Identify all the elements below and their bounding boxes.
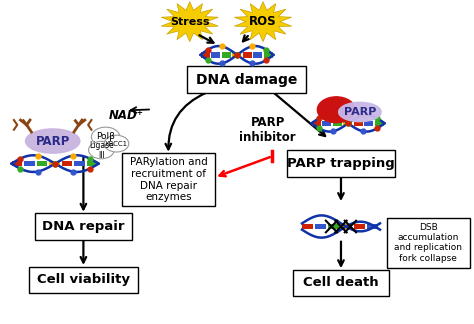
Text: DSB
accumulation
and replication
fork collapse: DSB accumulation and replication fork co… [394, 223, 463, 263]
Text: PARP trapping: PARP trapping [287, 157, 395, 170]
Bar [375, 121, 383, 126]
Bar [343, 121, 352, 126]
Text: Polβ: Polβ [96, 132, 115, 141]
Text: NAD⁺: NAD⁺ [109, 109, 144, 122]
Bar [328, 225, 339, 229]
FancyBboxPatch shape [387, 218, 470, 268]
Text: PARP: PARP [344, 107, 376, 117]
Text: DNA repair: DNA repair [42, 220, 125, 233]
Ellipse shape [338, 102, 381, 122]
Text: Ligase
III: Ligase III [89, 141, 114, 160]
FancyBboxPatch shape [35, 213, 132, 240]
Bar [62, 161, 73, 166]
Bar [37, 161, 47, 166]
Bar [302, 225, 313, 229]
Bar [264, 52, 273, 58]
Circle shape [91, 127, 120, 146]
Bar [333, 121, 342, 126]
Text: DNA damage: DNA damage [196, 73, 297, 87]
Bar [87, 161, 97, 166]
Bar [316, 225, 326, 229]
Circle shape [104, 135, 129, 152]
Polygon shape [161, 2, 219, 42]
FancyBboxPatch shape [122, 153, 215, 206]
Bar [364, 121, 373, 126]
Text: Cell viability: Cell viability [37, 273, 130, 286]
Bar [253, 52, 262, 58]
Text: PARylation and
recruitment of
DNA repair
enzymes: PARylation and recruitment of DNA repair… [129, 157, 207, 202]
Text: Cell death: Cell death [303, 276, 379, 289]
Bar [74, 161, 85, 166]
Text: Stress: Stress [170, 17, 210, 27]
Bar [322, 121, 331, 126]
FancyBboxPatch shape [287, 150, 395, 177]
Circle shape [318, 97, 355, 123]
Text: XRCC1: XRCC1 [105, 141, 128, 147]
Bar [201, 52, 210, 58]
Bar [354, 121, 363, 126]
FancyBboxPatch shape [187, 66, 306, 93]
FancyBboxPatch shape [292, 270, 390, 296]
Bar [341, 225, 352, 229]
Bar [243, 52, 252, 58]
Bar [49, 161, 60, 166]
Bar [12, 161, 22, 166]
Text: PARP: PARP [36, 134, 70, 147]
Circle shape [89, 141, 114, 159]
Bar [355, 225, 365, 229]
Polygon shape [235, 2, 292, 42]
Bar [232, 52, 241, 58]
Ellipse shape [26, 129, 80, 153]
FancyBboxPatch shape [29, 267, 138, 293]
Text: PARP
inhibitor: PARP inhibitor [239, 116, 296, 145]
Bar [312, 121, 321, 126]
Bar [367, 225, 378, 229]
Text: ROS: ROS [249, 15, 277, 28]
Bar [211, 52, 220, 58]
Bar [24, 161, 35, 166]
Bar [222, 52, 231, 58]
